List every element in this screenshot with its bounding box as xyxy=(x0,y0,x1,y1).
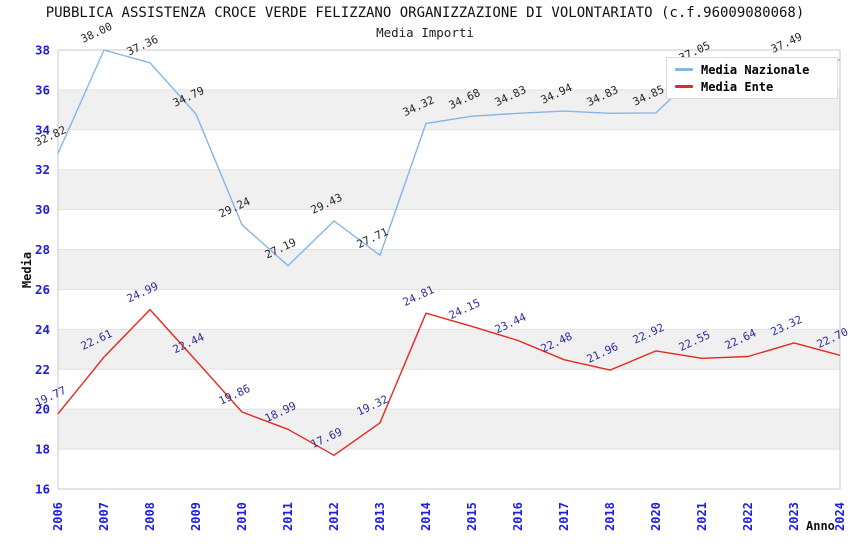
x-tick-label: 2007 xyxy=(97,502,111,531)
x-tick-label: 2024 xyxy=(833,502,847,531)
y-tick-label: 20 xyxy=(35,402,50,417)
y-tick-label: 28 xyxy=(35,242,50,257)
x-tick-label: 2012 xyxy=(327,502,341,531)
point-value-label: 19.77 xyxy=(33,384,69,410)
y-tick-label: 32 xyxy=(35,162,50,177)
y-tick-label: 22 xyxy=(35,362,50,377)
x-tick-label: 2022 xyxy=(741,502,755,531)
plot-band xyxy=(58,249,840,290)
x-tick-label: 2009 xyxy=(189,502,203,531)
x-tick-label: 2006 xyxy=(51,502,65,531)
line-swatch-ente-icon xyxy=(675,85,693,88)
y-tick-label: 30 xyxy=(35,202,50,217)
line-swatch-nazionale-icon xyxy=(675,68,693,71)
legend-label-nazionale: Media Nazionale xyxy=(701,62,810,77)
plot-band xyxy=(58,169,840,210)
y-tick-label: 26 xyxy=(35,282,50,297)
y-tick-label: 24 xyxy=(35,322,50,337)
y-tick-label: 38 xyxy=(35,43,50,58)
x-tick-label: 2014 xyxy=(419,502,433,531)
chart-subtitle: Media Importi xyxy=(376,25,474,40)
x-tick-label: 2020 xyxy=(649,502,663,531)
point-value-label: 37.36 xyxy=(125,33,161,59)
x-axis-title: Anno xyxy=(806,519,835,533)
point-value-label: 37.49 xyxy=(769,30,805,56)
legend-label-ente: Media Ente xyxy=(701,79,774,94)
point-value-label: 24.15 xyxy=(447,296,483,322)
legend: Media Nazionale Media Ente xyxy=(666,57,838,99)
y-tick-label: 18 xyxy=(35,442,50,457)
plot-band xyxy=(58,329,840,370)
x-tick-label: 2013 xyxy=(373,502,387,531)
x-tick-label: 2023 xyxy=(787,502,801,531)
x-tick-label: 2008 xyxy=(143,502,157,531)
y-tick-label: 36 xyxy=(35,82,50,97)
x-tick-label: 2015 xyxy=(465,502,479,531)
plot-band xyxy=(58,409,840,450)
x-tick-label: 2018 xyxy=(603,502,617,531)
x-tick-label: 2017 xyxy=(557,502,571,531)
y-axis-title: Media xyxy=(20,251,34,289)
point-value-label: 38.00 xyxy=(79,20,115,46)
x-tick-label: 2010 xyxy=(235,502,249,531)
y-tick-label: 16 xyxy=(35,482,50,497)
x-tick-label: 2011 xyxy=(281,502,295,531)
y-tick-label: 34 xyxy=(35,122,50,137)
point-value-label: 27.71 xyxy=(355,225,391,251)
series-line-media-ente xyxy=(57,308,841,456)
chart-title: PUBBLICA ASSISTENZA CROCE VERDE FELIZZAN… xyxy=(45,5,805,21)
x-tick-label: 2016 xyxy=(511,502,525,531)
legend-item-media-nazionale: Media Nazionale xyxy=(675,63,837,77)
legend-item-media-ente: Media Ente xyxy=(675,80,837,94)
x-tick-label: 2021 xyxy=(695,502,709,531)
plot-border xyxy=(57,49,841,490)
